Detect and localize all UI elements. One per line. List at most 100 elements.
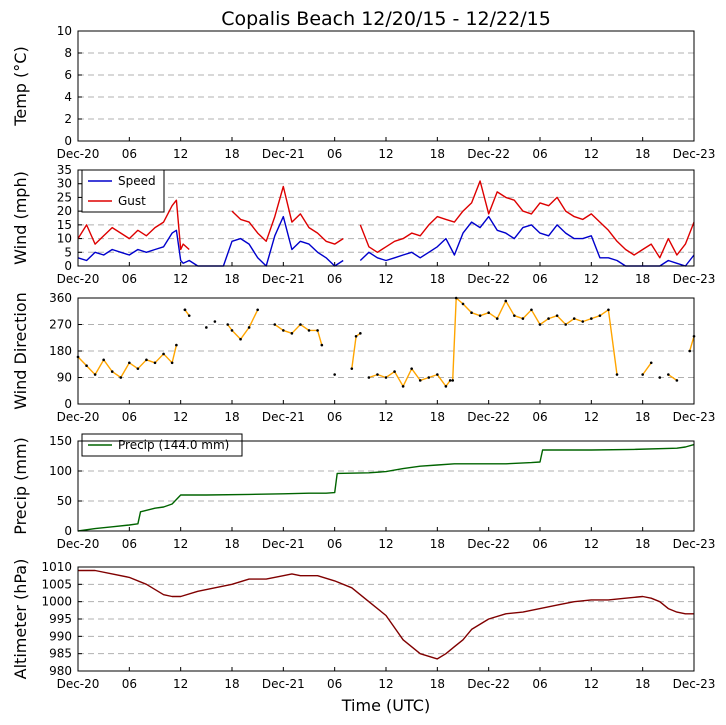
- axes-frame: [77, 30, 695, 142]
- series-line-direction: [689, 336, 695, 352]
- y-tick-label: 6: [64, 68, 72, 82]
- legend-label: Precip (144.0 mm): [118, 438, 229, 452]
- x-tick-label: 06: [532, 147, 547, 161]
- x-tick-label: 12: [173, 677, 188, 691]
- x-tick-label: 06: [122, 147, 137, 161]
- x-tick-label: 12: [378, 147, 393, 161]
- x-tick-label: Dec-20: [57, 272, 100, 286]
- x-tick-label: 18: [224, 147, 239, 161]
- series-line-gust: [77, 199, 190, 251]
- x-tick-label: 12: [584, 677, 599, 691]
- direction-point: [641, 373, 644, 376]
- x-tick-label: 12: [378, 677, 393, 691]
- direction-point: [487, 311, 490, 315]
- x-tick-label: 12: [584, 537, 599, 551]
- y-tick-label: 270: [49, 318, 72, 332]
- y-tick-label: 5: [64, 245, 72, 259]
- direction-point: [384, 376, 388, 379]
- y-tick-label: 8: [64, 46, 72, 60]
- direction-point: [590, 317, 593, 320]
- x-tick-label: Dec-20: [57, 147, 100, 161]
- x-tick-label: 12: [584, 147, 599, 161]
- direction-point: [547, 317, 550, 320]
- direction-point: [93, 373, 97, 376]
- y-tick-label: 995: [49, 612, 72, 626]
- direction-point: [145, 358, 148, 362]
- direction-point: [333, 373, 336, 376]
- direction-point: [102, 358, 105, 362]
- y-tick-label: 150: [49, 434, 72, 448]
- x-tick-label: 12: [378, 272, 393, 286]
- y-tick-label: 360: [49, 291, 72, 305]
- direction-point: [230, 329, 234, 332]
- direction-point: [350, 367, 354, 370]
- x-tick-label: 06: [532, 677, 547, 691]
- x-tick-label: Dec-22: [467, 272, 510, 286]
- direction-point: [564, 323, 567, 326]
- panel-wind-direction: 0 90 180 270 360 Dec-20 06 12 18 Dec-21 06 12 18 Dec-…: [11, 291, 715, 424]
- x-tick-label: 06: [532, 410, 547, 424]
- legend-label: Gust: [118, 194, 146, 208]
- legend: Precip (144.0 mm): [81, 433, 243, 457]
- x-tick-label: Dec-22: [467, 147, 510, 161]
- direction-point: [307, 329, 311, 332]
- direction-point: [320, 343, 324, 347]
- y-tick-label: 15: [57, 218, 72, 232]
- x-tick-label: 06: [327, 272, 342, 286]
- direction-point: [128, 361, 131, 365]
- direction-point: [299, 323, 302, 326]
- y-tick-label: 100: [49, 464, 72, 478]
- direction-point: [359, 332, 362, 335]
- direction-point: [448, 379, 452, 382]
- direction-point: [401, 385, 405, 388]
- direction-point: [615, 373, 619, 376]
- direction-point: [187, 314, 191, 317]
- y-tick-label: 985: [49, 647, 72, 661]
- x-tick-label: Dec-20: [57, 410, 100, 424]
- x-tick-label: 12: [173, 147, 188, 161]
- y-tick-label: 50: [57, 494, 72, 508]
- x-tick-label: 12: [173, 272, 188, 286]
- y-axis-label: Temp (°C): [11, 46, 30, 126]
- direction-point: [461, 302, 465, 306]
- series-line-direction: [642, 362, 652, 376]
- x-tick-label: 18: [224, 537, 239, 551]
- y-tick-label: 4: [64, 90, 72, 104]
- direction-point: [444, 385, 448, 388]
- direction-point: [282, 329, 285, 332]
- y-tick-label: 2: [64, 112, 72, 126]
- x-tick-label: 06: [532, 272, 547, 286]
- y-axis-label: Precip (mm): [11, 437, 30, 535]
- x-tick-label: Dec-22: [467, 677, 510, 691]
- x-tick-label: 18: [635, 537, 650, 551]
- y-tick-label: 980: [49, 664, 72, 678]
- direction-point: [170, 361, 174, 365]
- x-tick-label: Dec-22: [467, 537, 510, 551]
- x-tick-label: 12: [584, 272, 599, 286]
- direction-point: [675, 379, 679, 382]
- direction-point: [495, 317, 499, 320]
- y-axis-label: Wind (mph): [11, 171, 30, 265]
- direction-point: [290, 332, 294, 335]
- direction-point: [688, 349, 692, 353]
- direction-point: [478, 314, 482, 317]
- direction-point: [273, 323, 277, 326]
- x-axis-label: Time (UTC): [341, 696, 430, 715]
- y-tick-label: 1005: [41, 577, 72, 591]
- y-tick-label: 180: [49, 344, 72, 358]
- y-axis-label: Wind Direction: [11, 292, 30, 410]
- direction-point: [136, 367, 140, 370]
- direction-point: [354, 334, 358, 338]
- direction-point: [239, 337, 242, 341]
- x-tick-label: 18: [430, 410, 445, 424]
- direction-point: [607, 308, 610, 312]
- y-tick-label: 0: [64, 134, 72, 148]
- direction-point: [247, 326, 251, 329]
- x-tick-label: Dec-23: [673, 272, 716, 286]
- direction-point: [581, 320, 585, 323]
- x-tick-label: 06: [122, 272, 137, 286]
- x-tick-label: 12: [378, 410, 393, 424]
- direction-point: [598, 314, 602, 317]
